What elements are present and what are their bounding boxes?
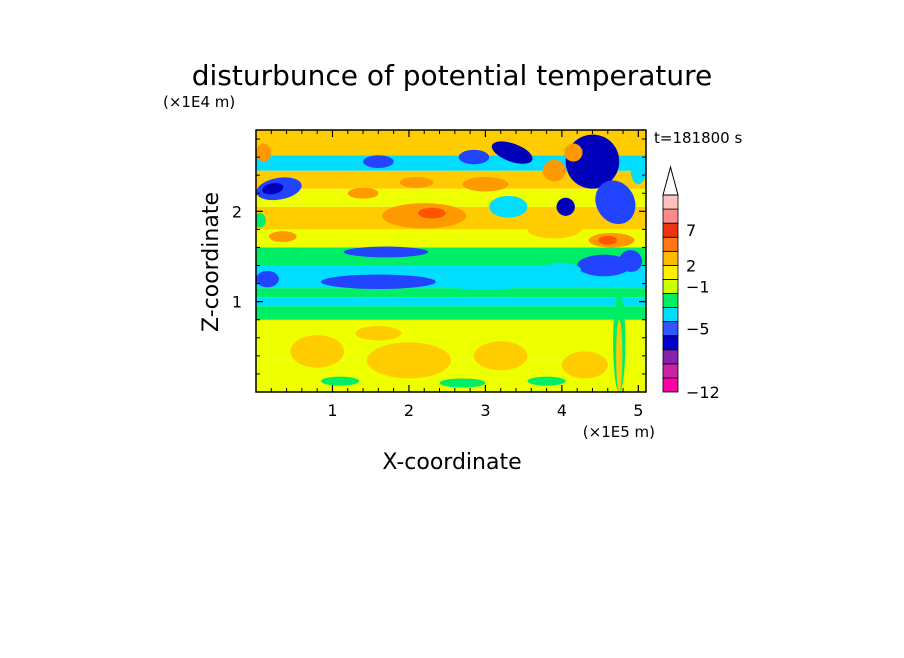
x-tick-label: 3 bbox=[480, 401, 490, 420]
field-contour bbox=[262, 183, 284, 195]
field-contour bbox=[577, 254, 631, 277]
colorbar-segment bbox=[662, 194, 679, 210]
field-contour bbox=[473, 341, 528, 371]
y-axis-label: Z-coordinate bbox=[199, 192, 224, 332]
field-contour bbox=[439, 378, 486, 388]
field-contour bbox=[598, 235, 617, 245]
field-contour bbox=[451, 280, 520, 290]
field-contour bbox=[347, 187, 379, 199]
field-contour bbox=[355, 326, 402, 341]
field-contour bbox=[269, 231, 297, 243]
field-contour bbox=[595, 180, 636, 225]
field-contour bbox=[491, 141, 533, 164]
x-unit-label: (×1E5 m) bbox=[583, 423, 655, 441]
y-tick-label: 1 bbox=[232, 293, 242, 312]
field-contour bbox=[619, 250, 643, 272]
field-contour bbox=[556, 197, 575, 216]
field-band bbox=[256, 288, 646, 298]
field-band bbox=[256, 306, 646, 320]
colorbar-segment bbox=[662, 208, 679, 224]
y-unit-label: (×1E4 m) bbox=[163, 93, 235, 111]
field-contour bbox=[418, 207, 446, 219]
colorbar-label: −1 bbox=[686, 277, 710, 296]
colorbar-segment bbox=[662, 264, 679, 280]
colorbar-segment bbox=[662, 293, 679, 308]
field-contour bbox=[366, 342, 451, 379]
chart-title: disturbunce of potential temperature bbox=[192, 59, 713, 92]
field-contour bbox=[256, 213, 266, 228]
field-contour bbox=[489, 195, 528, 218]
colorbar-label: −12 bbox=[686, 383, 720, 402]
x-tick-label: 5 bbox=[633, 401, 643, 420]
y-tick-label: 2 bbox=[232, 202, 242, 221]
colorbar-segment bbox=[662, 349, 679, 365]
colorbar-segment bbox=[662, 335, 679, 351]
field-contour bbox=[462, 176, 509, 192]
colorbar-segment bbox=[662, 377, 679, 393]
x-ticks: 1 2 3 4 5 bbox=[270, 130, 643, 420]
field-band bbox=[256, 297, 646, 307]
colorbar-segment bbox=[662, 279, 679, 294]
y-ticks: 12 bbox=[232, 138, 646, 375]
field-contour bbox=[321, 376, 360, 386]
colorbar-segment bbox=[662, 236, 679, 252]
field-contour bbox=[630, 157, 646, 185]
x-tick-label: 2 bbox=[404, 401, 414, 420]
field-contour bbox=[561, 351, 608, 379]
colorbar-label: 7 bbox=[686, 221, 696, 240]
field-contour bbox=[527, 220, 581, 239]
field-contour bbox=[542, 262, 581, 278]
colorbar-extend-triangle bbox=[662, 165, 679, 196]
field-contour bbox=[321, 274, 436, 290]
field-contour bbox=[527, 376, 566, 386]
field-band bbox=[256, 188, 646, 207]
field-contour bbox=[343, 246, 429, 258]
plot-frame bbox=[255, 129, 647, 393]
heatmap-field bbox=[256, 130, 646, 392]
x-axis-label: X-coordinate bbox=[382, 450, 521, 475]
field-band bbox=[256, 229, 646, 248]
field-contour bbox=[420, 251, 474, 261]
x-tick-label: 1 bbox=[327, 401, 337, 420]
colorbar: 7 2 −1 −5 −12 bbox=[662, 165, 720, 402]
field-contour bbox=[542, 159, 566, 182]
field-contour bbox=[458, 149, 490, 165]
field-contour bbox=[564, 143, 583, 162]
field-contour bbox=[256, 143, 272, 162]
colorbar-segment bbox=[662, 250, 679, 266]
colorbar-segment bbox=[662, 363, 679, 379]
colorbar-label: −5 bbox=[686, 320, 710, 339]
field-contour bbox=[256, 270, 279, 288]
x-tick-label: 4 bbox=[557, 401, 567, 420]
colorbar-segment bbox=[662, 307, 679, 323]
colorbar-segment bbox=[662, 321, 679, 337]
field-contour bbox=[399, 176, 434, 188]
field-contour bbox=[616, 319, 623, 392]
colorbar-label: 2 bbox=[686, 256, 696, 275]
colorbar-segment bbox=[662, 222, 679, 238]
time-label: t=181800 s bbox=[654, 129, 742, 147]
field-contour bbox=[290, 335, 344, 368]
field-contour bbox=[363, 155, 394, 168]
